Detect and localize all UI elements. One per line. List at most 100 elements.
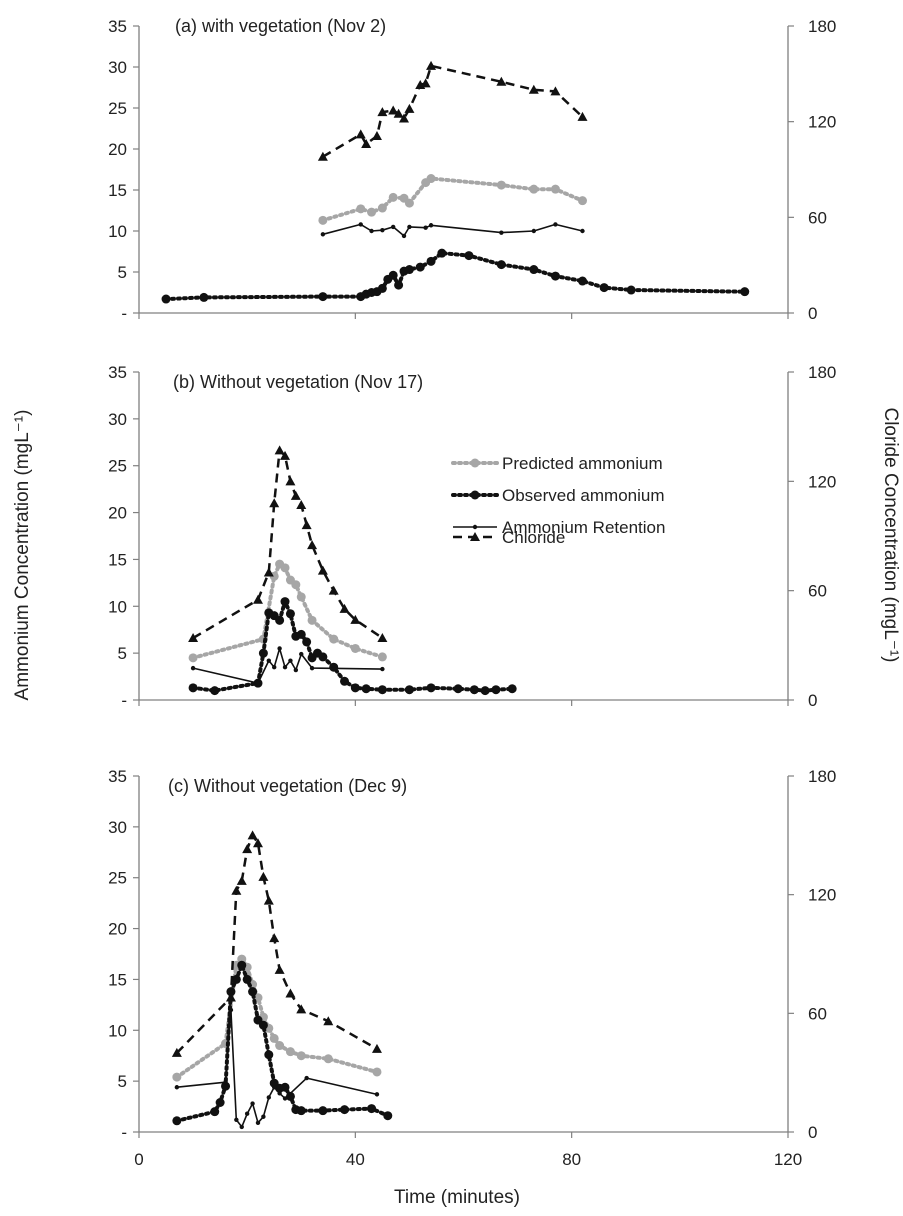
left-tick-label: 10 — [108, 1021, 127, 1040]
data-point — [252, 838, 263, 848]
left-tick-label: 15 — [108, 181, 127, 200]
data-point — [269, 933, 280, 943]
left-tick-label: 10 — [108, 222, 127, 241]
left-tick-label: 5 — [118, 263, 127, 282]
data-point — [426, 683, 436, 693]
left-tick-label: 20 — [108, 920, 127, 939]
left-tick-label: 20 — [108, 504, 127, 523]
left-tick-label: - — [121, 304, 127, 323]
series-line — [320, 176, 585, 223]
data-point — [415, 262, 425, 272]
right-tick-label: 120 — [808, 113, 836, 132]
left-tick-label: - — [121, 1123, 127, 1142]
data-point — [740, 287, 750, 297]
left-tick-label: 30 — [108, 818, 127, 837]
data-point — [371, 1043, 382, 1053]
right-tick-label: 0 — [808, 1123, 817, 1142]
data-point — [250, 1101, 255, 1106]
data-point — [261, 1114, 266, 1119]
data-point — [377, 203, 387, 213]
data-point — [266, 658, 271, 663]
x-tick-label: 0 — [134, 1150, 143, 1169]
left-tick-label: 20 — [108, 140, 127, 159]
data-point — [264, 1050, 274, 1060]
x-tick-label: 120 — [774, 1150, 802, 1169]
data-point — [404, 103, 415, 113]
data-point — [247, 830, 258, 840]
data-point — [388, 105, 399, 115]
data-point — [317, 151, 328, 161]
left-tick-label: 30 — [108, 410, 127, 429]
panel-b-axes: 35 30 25 20 15 10 5 - 180 120 60 0 — [108, 363, 836, 710]
panel-c: (c) Without vegetation (Dec 9) 35 30 25 20 1… — [108, 767, 836, 1169]
data-point — [282, 665, 288, 670]
data-point — [190, 665, 196, 671]
data-point — [280, 563, 290, 573]
panel-b-marks — [188, 445, 517, 696]
series-ammonium-retention — [190, 646, 385, 686]
data-point — [296, 1106, 306, 1116]
left-tick-label: 30 — [108, 58, 127, 77]
data-point — [329, 634, 339, 644]
data-point — [550, 271, 560, 281]
right-tick-label: 120 — [808, 886, 836, 905]
data-point — [404, 198, 414, 208]
data-point — [318, 652, 328, 662]
data-point — [372, 1067, 382, 1077]
data-point — [188, 683, 198, 693]
data-point — [528, 84, 539, 94]
data-point — [239, 1124, 244, 1130]
data-point — [293, 667, 299, 673]
data-point — [388, 192, 398, 202]
data-point — [223, 1079, 228, 1085]
data-point — [275, 615, 285, 625]
series-ammonium-retention — [320, 222, 585, 239]
data-point — [188, 633, 199, 643]
series-line — [192, 647, 383, 684]
data-point — [328, 585, 339, 595]
data-point — [426, 174, 436, 184]
data-point — [339, 603, 350, 613]
left-tick-label: 25 — [108, 99, 127, 118]
data-point — [323, 1054, 333, 1064]
data-point — [231, 974, 241, 984]
data-point — [285, 476, 296, 486]
data-point — [188, 653, 198, 663]
data-point — [231, 885, 242, 895]
panel-a: (a) with vegetation (Nov 2) 35 30 25 20 15 10… — [108, 16, 836, 323]
series-chloride — [171, 830, 382, 1057]
data-point — [496, 180, 506, 190]
data-point — [304, 1075, 309, 1081]
data-point — [258, 648, 268, 658]
left-tick-label: 5 — [118, 644, 127, 663]
data-point — [258, 1020, 268, 1030]
data-point — [242, 844, 253, 854]
data-point — [210, 1107, 220, 1117]
left-axis-label: Ammonium Concentration (mgL⁻¹) — [12, 410, 33, 701]
legend-label-predicted: Predicted ammonium — [502, 454, 663, 473]
data-point — [277, 646, 282, 651]
data-point — [307, 540, 318, 550]
data-point — [361, 684, 371, 694]
data-point — [340, 1105, 350, 1115]
panel-a-axes: 35 30 25 20 15 10 5 - 180 120 60 0 — [108, 17, 836, 323]
data-point — [426, 60, 437, 70]
data-point — [172, 1116, 182, 1126]
data-point — [420, 78, 431, 88]
left-tick-label: 15 — [108, 550, 127, 569]
legend-marker-observed — [470, 490, 480, 500]
data-point — [388, 270, 398, 280]
legend-item-observed: Observed ammonium — [451, 486, 665, 505]
series-line — [322, 64, 584, 158]
legend-label-observed: Observed ammonium — [502, 486, 665, 505]
data-point — [394, 280, 404, 290]
right-axis-label: Cloride Concentration (mgL⁻¹) — [880, 407, 901, 662]
data-point — [285, 988, 296, 998]
data-point — [355, 129, 366, 139]
data-point — [428, 223, 434, 228]
panel-title: (b) Without vegetation (Nov 17) — [173, 372, 423, 392]
panel-c-marks — [171, 830, 393, 1130]
data-point — [529, 184, 539, 194]
data-point — [531, 228, 537, 234]
data-point — [404, 685, 414, 695]
